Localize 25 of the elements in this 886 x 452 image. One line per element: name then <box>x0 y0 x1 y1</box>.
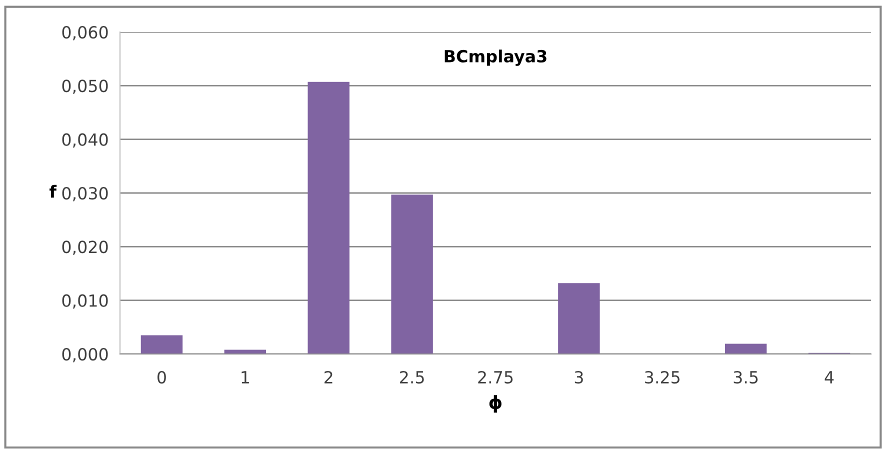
x-tick-label: 3 <box>574 370 583 384</box>
y-tick-label: 0,050 <box>62 80 108 94</box>
y-tick-label: 0,010 <box>62 294 108 309</box>
x-tick-label: 2 <box>324 370 332 384</box>
x-tick-label: 2.75 <box>478 370 513 384</box>
bar <box>724 344 767 354</box>
x-tick-label: 4 <box>824 371 834 384</box>
y-tick-label: 0,040 <box>62 133 108 148</box>
text: BCmplaya3 <box>444 50 546 66</box>
y-axis-title: f <box>50 184 57 198</box>
bar <box>224 350 266 354</box>
x-tick-label: 3.25 <box>645 370 680 384</box>
x-tick-label: 3.5 <box>734 370 758 384</box>
y-tick-label: 0,030 <box>62 186 108 202</box>
bar <box>558 283 600 354</box>
x-tick-label: 0 <box>158 370 166 384</box>
x-axis-title: ϕ <box>489 395 502 413</box>
bar <box>308 82 350 354</box>
y-tick-label: 0,020 <box>62 240 108 255</box>
bar <box>140 335 183 354</box>
bar <box>391 194 433 354</box>
x-tick-label: 1 <box>242 371 249 384</box>
y-tick-label: 0,000 <box>62 348 108 362</box>
x-tick-label: 2.5 <box>400 370 424 384</box>
y-tick-label: 0,060 <box>62 26 108 40</box>
